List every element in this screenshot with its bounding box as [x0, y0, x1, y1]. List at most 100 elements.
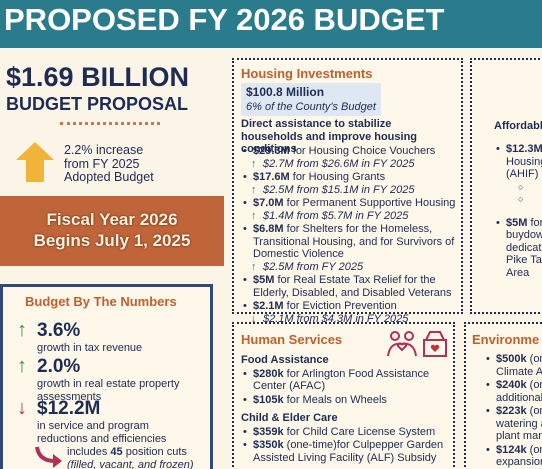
down-arrow: ↓ — [17, 397, 27, 419]
group-heading: Child & Elder Care — [241, 412, 338, 424]
stat: 2.0% — [37, 356, 81, 377]
sub-bullets: ○ ○ — [518, 181, 524, 204]
change: $1.4M from $5.7M in FY 2025 — [251, 210, 458, 223]
line: dedicat — [506, 241, 542, 254]
item: $29.3M for Housing Choice Vouchers$2.7M … — [243, 145, 458, 171]
amount: $6.8M — [253, 223, 284, 235]
text: for Housing Choice Vouchers — [289, 145, 436, 157]
text: for Meals on Wheels — [283, 393, 387, 406]
housing-list: $29.3M for Housing Choice Vouchers$2.7M … — [241, 144, 458, 325]
text: for Shelters for the Homeless, Transitio… — [253, 223, 455, 260]
amount: $12.3M — [506, 143, 542, 155]
line: expansion — [496, 456, 542, 468]
line: buydow — [506, 229, 542, 241]
line: Housing — [506, 155, 542, 168]
item: $17.6M for Housing Grants$2.5M from $15.… — [243, 171, 458, 197]
env-title: Environme — [472, 332, 540, 347]
amount: $500k — [496, 353, 527, 365]
group-heading: Food Assistance — [241, 354, 329, 366]
item: $7.0M for Permanent Supportive Housing$1… — [243, 197, 458, 223]
item: $350k (one-time)for Culpepper Garden Ass… — [243, 439, 446, 464]
item: $240k (oneadditional — [486, 379, 542, 404]
stat: $12.2M — [37, 398, 101, 419]
item: $12.3MHousing(AHIF)○○ — [496, 143, 542, 207]
line: Fiscal Year 2026 — [46, 210, 178, 229]
line: (one — [529, 379, 542, 391]
stat-text: growth in real estate property assessmen… — [37, 378, 180, 403]
stat-text: in service and program reductions and ef… — [37, 420, 167, 445]
line: 2.2% increase — [64, 143, 144, 157]
line: (one — [529, 353, 542, 365]
hs-title: Human Services — [241, 332, 343, 347]
line: Climate Ac — [496, 365, 542, 378]
environment-panel: Environme $500k (oneClimate Ac $240k (on… — [464, 322, 542, 469]
human-services-panel: Human Services Food Assistance $280k for… — [232, 322, 455, 469]
line: Begins July 1, 2025 — [33, 231, 191, 250]
amount: $350k — [253, 439, 284, 451]
up-arrow: ↑ — [17, 355, 27, 377]
line: Pike Ta — [506, 254, 542, 266]
line: Area — [506, 266, 530, 279]
text: for Permanent Supportive Housing — [283, 197, 456, 209]
note-text: includes — [67, 446, 111, 458]
list: $359k for Child Care License System$350k… — [241, 426, 446, 465]
text: (one-time)for Culpepper Garden Assisted … — [253, 439, 444, 464]
note-text: position cuts — [122, 446, 187, 458]
share: 6% of the County's Budget — [246, 101, 376, 113]
item: $500k (oneClimate Ac — [486, 353, 542, 378]
item: $124k (oneexpansion — [486, 443, 542, 469]
amount: $240k — [496, 379, 527, 391]
hs-icons — [387, 331, 447, 357]
amount: $7.0M — [253, 197, 284, 209]
text: for Real Estate Tax Relief for the Elder… — [253, 274, 452, 299]
amount: $5M — [253, 274, 275, 286]
amount: $223k — [496, 405, 527, 417]
amount: $1.69 BILLION — [6, 62, 190, 92]
change: $2.5M from FY 2025 — [251, 261, 458, 274]
line: for — [530, 216, 542, 229]
change: $2.7M from $26.6M in FY 2025 — [251, 158, 458, 171]
amount: $359k — [253, 425, 284, 438]
change: $2.5M from $15.1M in FY 2025 — [251, 184, 458, 197]
amount: $280k — [253, 367, 284, 380]
fiscal-year-box: Fiscal Year 2026 Begins July 1, 2025 — [0, 196, 224, 266]
numbers-title: Budget By The Numbers — [25, 294, 177, 309]
list: $280k for Arlington Food Assistance Cent… — [241, 368, 446, 407]
total: $100.8 Million — [246, 85, 325, 99]
numbers-box: Budget By The Numbers ↑ 3.6% growth in t… — [0, 284, 213, 469]
item: $359k for Child Care License System — [243, 425, 446, 439]
amount: $105k — [253, 393, 284, 406]
line: (AHIF) — [506, 168, 539, 180]
amount: $124k — [496, 443, 527, 456]
line: from FY 2025 — [64, 156, 140, 171]
affordable-list: $12.3MHousing(AHIF)○○ $5M forbuydowdedic… — [494, 142, 542, 279]
affordable-panel: Affordabl $12.3MHousing(AHIF)○○ $5M forb… — [470, 58, 542, 314]
note: includes 45 position cuts (filled, vacant… — [67, 446, 212, 469]
divider — [60, 122, 160, 125]
line: plant mana — [496, 430, 542, 442]
line: additional — [496, 391, 542, 404]
line: (one — [529, 405, 542, 417]
env-list: $500k (oneClimate Ac $240k (oneadditiona… — [484, 352, 542, 469]
header-title: PROPOSED FY 2026 BUDGET — [0, 0, 542, 48]
amount: $17.6M — [253, 171, 290, 183]
text: for Child Care License System — [283, 425, 436, 438]
hs-content: Food Assistance $280k for Arlington Food… — [241, 354, 446, 464]
curved-arrow — [35, 446, 62, 468]
item: $2.1M for Eviction Prevention$2.1M from … — [243, 300, 458, 326]
stat-text: growth in tax revenue — [37, 342, 143, 354]
item: $5M for Real Estate Tax Relief for the E… — [243, 274, 458, 299]
up-arrow: ↑ — [17, 319, 27, 341]
text: for Arlington Food Assistance Center (AF… — [253, 367, 430, 393]
note-count: 45 — [110, 446, 123, 458]
line: watering a — [496, 417, 542, 430]
line: (one — [529, 443, 542, 456]
note-paren: (filled, vacant, and frozen) — [67, 458, 194, 469]
amount: $2.1M — [253, 300, 284, 312]
housing-heading: Direct assistance to stabilize household… — [241, 118, 418, 155]
text: for Eviction Prevention — [283, 300, 397, 312]
change: $2.1M from $4.3M in FY 2025 — [251, 313, 458, 326]
housing-total-box: $100.8 Million 6% of the County's Budget — [241, 83, 381, 116]
